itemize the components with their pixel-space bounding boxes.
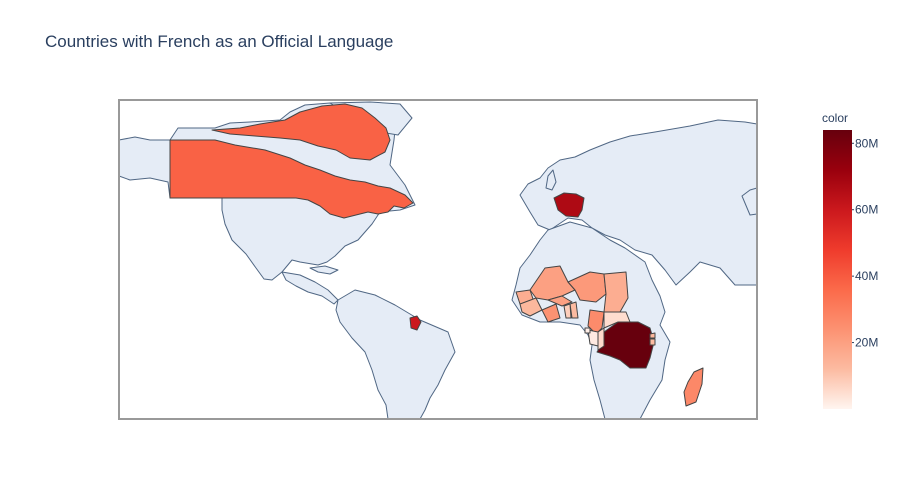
colorbar <box>823 130 852 409</box>
map-frame <box>118 99 758 420</box>
land-cuba <box>309 265 339 275</box>
colorbar-tick-label: 80M <box>855 136 878 150</box>
region-central-african-republic[interactable] <box>603 311 631 329</box>
region-congo[interactable] <box>597 327 605 351</box>
region-togo[interactable] <box>563 303 572 319</box>
region-canada-arctic-islands[interactable] <box>211 103 391 161</box>
region-burkina-faso[interactable] <box>547 295 573 307</box>
region-niger[interactable] <box>567 271 607 303</box>
colorbar-tick-label: 60M <box>855 203 878 217</box>
land-central-america <box>281 271 339 305</box>
region-madagascar[interactable] <box>683 367 704 407</box>
region-canada[interactable] <box>169 139 414 219</box>
region-benin[interactable] <box>569 301 579 319</box>
region-guinea[interactable] <box>519 297 543 317</box>
region-french-guiana[interactable] <box>409 315 422 331</box>
region-dr-congo[interactable] <box>596 321 655 369</box>
colorbar-ticks: 20M 40M 60M 80M <box>852 136 878 350</box>
french-speaking-regions[interactable] <box>169 103 704 407</box>
colorbar-title: color <box>822 111 849 125</box>
colorbar-tick-label: 40M <box>855 269 878 283</box>
region-france[interactable] <box>553 192 585 218</box>
chart-title: Countries with French as an Official Lan… <box>45 32 394 51</box>
region-burundi[interactable] <box>649 338 656 346</box>
region-equatorial-guinea[interactable] <box>584 327 591 334</box>
colorbar-tick-label: 20M <box>855 336 878 350</box>
region-gabon[interactable] <box>587 329 599 347</box>
region-cote-divoire[interactable] <box>541 303 561 323</box>
region-rwanda[interactable] <box>649 332 656 339</box>
land-eurasia <box>519 119 758 286</box>
land-south-america <box>335 289 456 420</box>
land-uk <box>545 169 557 191</box>
